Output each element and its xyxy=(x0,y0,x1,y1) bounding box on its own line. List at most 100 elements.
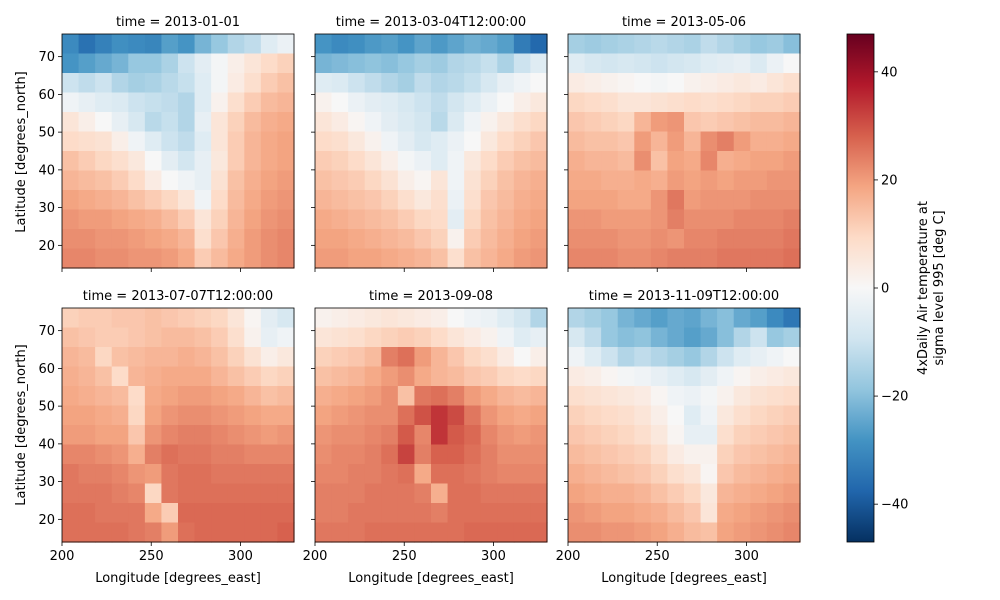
heatmap-cell xyxy=(568,386,586,407)
heatmap-cell xyxy=(348,131,366,152)
heatmap-cell xyxy=(650,248,669,269)
heatmap-cell xyxy=(667,464,685,485)
heatmap-cell xyxy=(464,503,482,524)
heatmap-cell xyxy=(331,170,349,191)
heatmap-cell xyxy=(601,170,619,191)
heatmap-cell xyxy=(161,112,179,133)
heatmap-cell xyxy=(733,464,751,485)
heatmap-cell xyxy=(315,522,333,543)
heatmap-cell xyxy=(783,190,801,211)
heatmap-cell xyxy=(700,34,718,55)
heatmap-cell xyxy=(447,425,465,446)
heatmap-cell xyxy=(634,522,652,543)
heatmap-cell xyxy=(178,483,196,504)
heatmap-cell xyxy=(161,308,179,329)
heatmap-cell xyxy=(431,170,449,191)
heatmap-cell xyxy=(178,34,196,55)
heatmap-cell xyxy=(447,131,465,152)
panel-frame xyxy=(314,307,548,543)
heatmap-cell xyxy=(530,248,548,269)
heatmap-cell xyxy=(480,347,498,368)
heatmap-cell xyxy=(497,53,515,74)
heatmap-cell xyxy=(584,522,602,543)
heatmap-cell xyxy=(414,386,432,407)
heatmap-cell xyxy=(277,386,295,407)
heatmap-cell xyxy=(750,483,768,504)
heatmap-cell xyxy=(331,131,349,152)
heatmap-cell xyxy=(431,366,449,387)
y-tick-label: 50 xyxy=(38,126,55,141)
y-tick-label: 20 xyxy=(38,239,55,254)
heatmap-cell xyxy=(194,366,212,387)
panel-frame xyxy=(314,33,548,269)
heatmap-cell xyxy=(260,366,279,387)
heatmap-cell xyxy=(513,248,532,269)
heatmap-cell xyxy=(128,209,146,230)
heatmap-cell xyxy=(244,483,262,504)
heatmap-cell xyxy=(194,190,212,211)
panel-title: time = 2013-11-09T12:00:00 xyxy=(589,289,779,304)
heatmap-cell xyxy=(601,386,619,407)
heatmap-cell xyxy=(568,327,586,348)
heatmap-cell xyxy=(783,209,801,230)
heatmap-cell xyxy=(62,112,80,133)
heatmap-cell xyxy=(260,34,279,55)
heatmap-cell xyxy=(331,34,349,55)
heatmap-cell xyxy=(194,464,212,485)
heatmap-cell xyxy=(397,308,416,329)
heatmap-cell xyxy=(227,131,245,152)
heatmap-cell xyxy=(128,131,146,152)
heatmap-cell xyxy=(277,209,295,230)
heatmap-cell xyxy=(178,308,196,329)
heatmap-cell xyxy=(178,464,196,485)
heatmap-cell xyxy=(161,229,179,250)
heatmap-cell xyxy=(717,347,735,368)
panel-6: time = 2013-11-09T12:00:00 200 250 300 xyxy=(556,289,801,564)
heatmap-cell xyxy=(128,248,146,269)
heatmap-cell xyxy=(244,73,262,94)
heatmap-cell xyxy=(78,209,96,230)
heatmap-cell xyxy=(650,366,669,387)
heatmap-cell xyxy=(513,229,532,250)
heatmap-cell xyxy=(431,522,449,543)
heatmap-cell xyxy=(733,34,751,55)
heatmap-cell xyxy=(480,464,498,485)
heatmap-cell xyxy=(227,425,245,446)
heatmap-cell xyxy=(584,151,602,172)
heatmap-cell xyxy=(634,483,652,504)
heatmap-cell xyxy=(497,170,515,191)
heatmap-cell xyxy=(513,131,532,152)
heatmap-cell xyxy=(128,327,146,348)
y-tick-label: 40 xyxy=(38,437,55,452)
heatmap-cell xyxy=(431,151,449,172)
heatmap-cell xyxy=(95,347,113,368)
heatmap-cell xyxy=(530,131,548,152)
heatmap-cell xyxy=(381,386,399,407)
heatmap-cell xyxy=(667,503,685,524)
heatmap-cell xyxy=(260,444,279,465)
heatmap-cell xyxy=(766,131,785,152)
heatmap-cell xyxy=(331,308,349,329)
heatmap-cell xyxy=(277,73,295,94)
heatmap-cell xyxy=(733,425,751,446)
heatmap-cell xyxy=(227,327,245,348)
x-tick-label: 200 xyxy=(556,549,581,564)
heatmap-cell xyxy=(464,34,482,55)
heatmap-cell xyxy=(733,151,751,172)
heatmap-cell xyxy=(315,503,333,524)
heatmap-cell xyxy=(717,503,735,524)
heatmap-cell xyxy=(584,405,602,426)
heatmap-cell xyxy=(364,112,382,133)
heatmap-cell xyxy=(617,248,635,269)
heatmap-cell xyxy=(161,386,179,407)
heatmap-cell xyxy=(650,405,669,426)
panel-frame xyxy=(567,307,801,543)
heatmap-cell xyxy=(733,366,751,387)
heatmap-cell xyxy=(144,92,163,113)
heatmap-cell xyxy=(211,209,229,230)
heatmap-cell xyxy=(62,92,80,113)
x-tick-label: 300 xyxy=(228,549,253,564)
heatmap-cell xyxy=(211,308,229,329)
heatmap-cell xyxy=(684,131,702,152)
